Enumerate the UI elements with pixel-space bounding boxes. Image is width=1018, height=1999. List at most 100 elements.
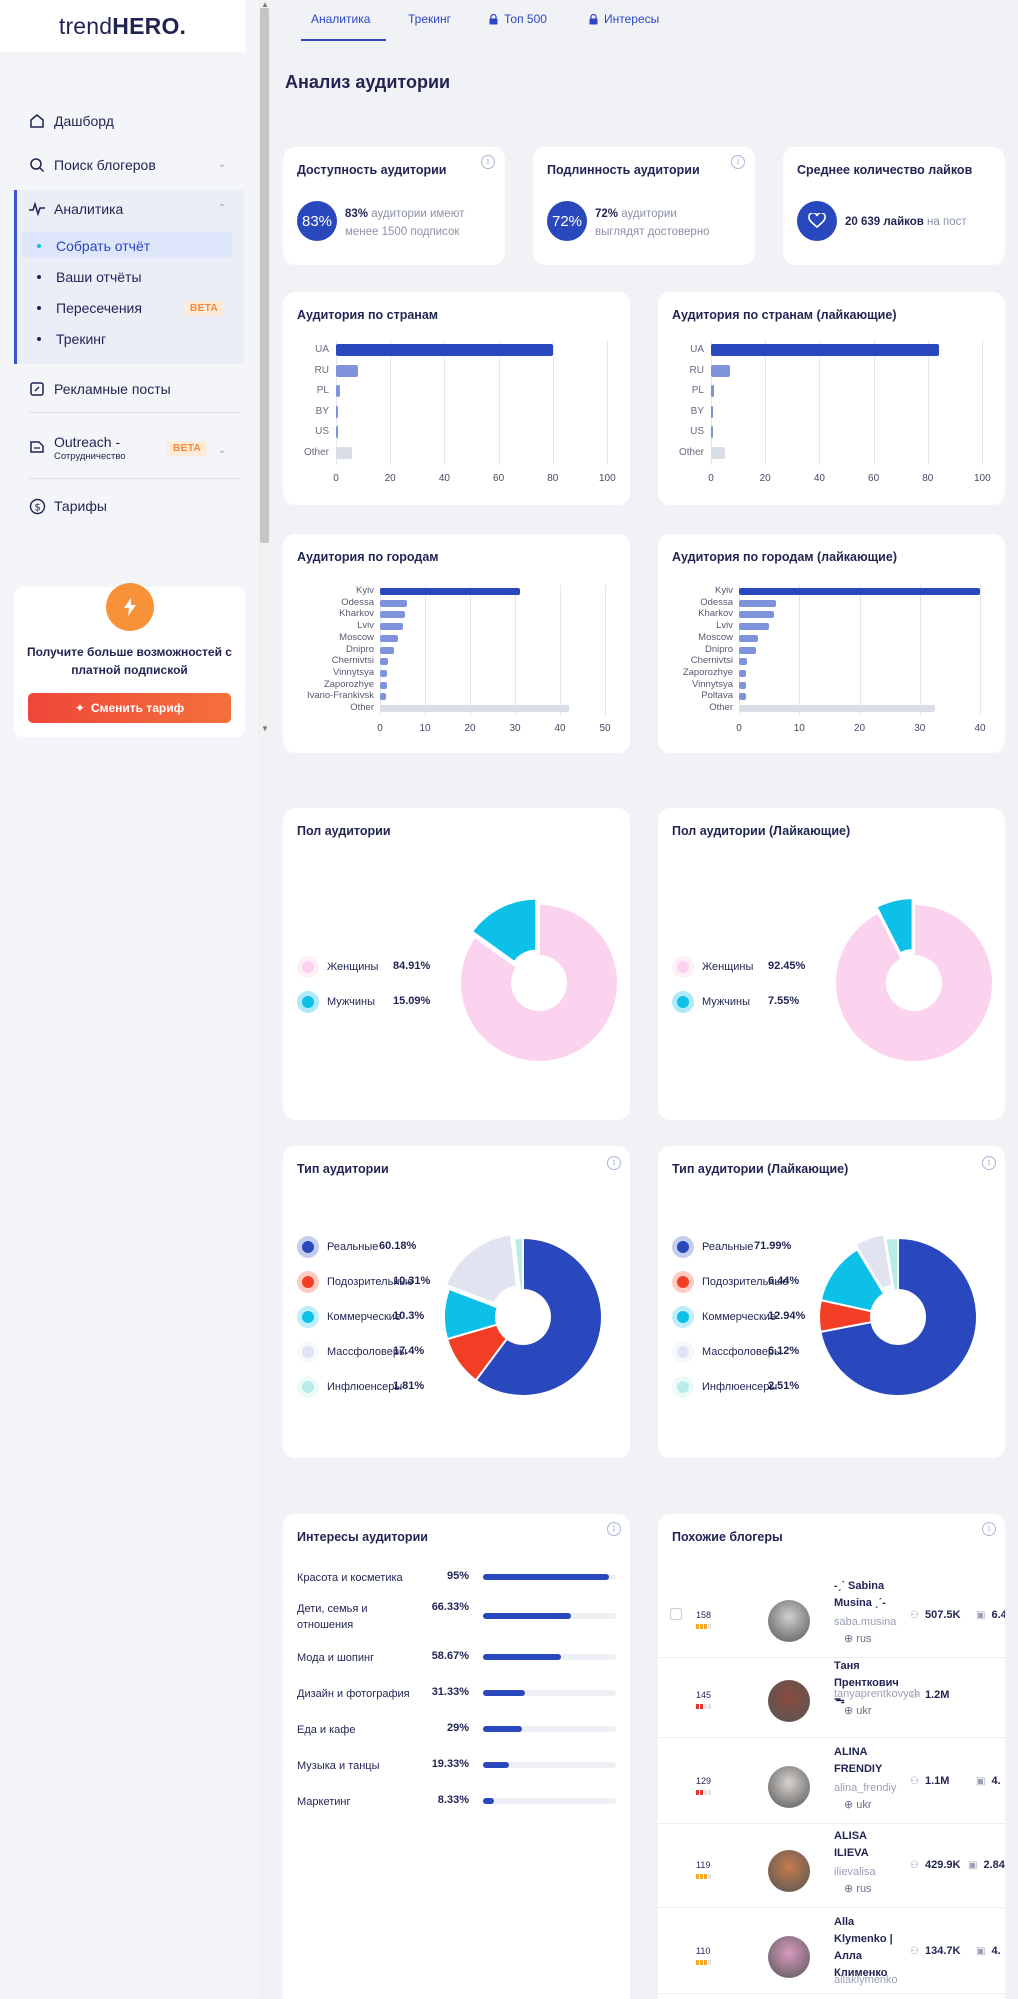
nav-tariffs[interactable]: Тарифы xyxy=(54,498,107,514)
bar[interactable] xyxy=(711,344,939,356)
blogger-avatar[interactable] xyxy=(768,1766,810,1808)
nav-outreach[interactable]: Outreach - xyxy=(54,434,121,450)
bar[interactable] xyxy=(711,446,725,459)
blogger-name[interactable]: -ˏˋ Sabina Musina ˎˊ- xyxy=(834,1580,886,1609)
bar[interactable] xyxy=(711,426,713,438)
bar[interactable] xyxy=(380,646,394,654)
sub-item-tracking[interactable]: Трекинг xyxy=(56,331,107,347)
blogger-avatar[interactable] xyxy=(768,1680,810,1722)
bar[interactable] xyxy=(739,611,774,619)
bar[interactable] xyxy=(380,611,405,619)
logo[interactable]: trendHERO. xyxy=(58,12,187,39)
chevron-up-icon[interactable]: ⌃ xyxy=(218,203,227,214)
grid-line xyxy=(819,340,821,465)
change-plan-button[interactable]: ✦ Сменить тариф xyxy=(28,693,231,723)
bar[interactable] xyxy=(336,364,358,377)
info-icon[interactable]: i xyxy=(731,155,745,169)
blogger-avatar[interactable] xyxy=(768,1936,810,1978)
donut-slice[interactable] xyxy=(474,1236,603,1397)
blogger-row[interactable] xyxy=(658,1572,1005,1658)
sub-item-your-reports[interactable]: Ваши отчёты xyxy=(56,269,142,285)
blogger-name[interactable]: Alla Klymenko | Алла Клименко xyxy=(834,1916,893,1979)
interest-label: Маркетинг xyxy=(297,1796,351,1808)
donut-slice[interactable] xyxy=(875,897,914,955)
donut-slice[interactable] xyxy=(834,902,994,1063)
bar[interactable] xyxy=(336,344,553,356)
info-icon[interactable]: i xyxy=(607,1522,621,1536)
bar[interactable] xyxy=(739,623,770,631)
card-title: Аудитория по странам (лайкающие) xyxy=(672,308,897,322)
bar[interactable] xyxy=(739,705,935,712)
blogger-avatar[interactable] xyxy=(768,1600,810,1642)
donut-slice[interactable] xyxy=(444,1233,518,1305)
scroll-up-arrow-icon[interactable]: ▲ xyxy=(261,0,269,9)
select-checkbox[interactable] xyxy=(670,1608,682,1620)
bar[interactable] xyxy=(380,705,569,712)
blogger-name[interactable]: Таня Прентковичᯓ xyxy=(834,1660,899,1706)
blogger-row[interactable] xyxy=(658,1908,1005,1994)
chevron-down-icon[interactable]: ⌄ xyxy=(218,445,227,456)
tab-tracking[interactable]: Трекинг xyxy=(408,12,451,26)
donut-slice[interactable] xyxy=(459,902,619,1063)
x-tick-label: 20 xyxy=(853,722,866,734)
stat-card-authenticity: Подлинность аудитории i 72% 72% аудитори… xyxy=(533,147,755,265)
sub-item-build-report[interactable]: Собрать отчёт xyxy=(56,238,151,254)
blogger-name[interactable]: ALINA FRENDIY xyxy=(834,1746,883,1775)
grid-line xyxy=(605,585,606,716)
bar[interactable] xyxy=(739,588,980,595)
bar[interactable] xyxy=(739,669,747,677)
bar[interactable] xyxy=(711,385,715,397)
legend-label: Подозрительные xyxy=(702,1276,789,1288)
bar[interactable] xyxy=(739,681,747,689)
bar[interactable] xyxy=(739,693,746,701)
chart-card-audience-type-likers: Тип аудитории (Лайкающие) i Реальные 71.9… xyxy=(658,1146,1005,1458)
bar[interactable] xyxy=(380,693,387,701)
bar[interactable] xyxy=(336,446,353,459)
scrollbar-thumb[interactable] xyxy=(260,8,269,543)
nav-dashboard[interactable]: Дашборд xyxy=(54,113,114,129)
sub-item-intersections[interactable]: Пересечения xyxy=(56,300,142,316)
info-icon[interactable]: i xyxy=(982,1522,996,1536)
bar[interactable] xyxy=(380,599,407,607)
chevron-down-icon[interactable]: ⌄ xyxy=(218,159,227,170)
bar[interactable] xyxy=(336,405,339,418)
bar[interactable] xyxy=(739,658,748,666)
bar[interactable] xyxy=(739,634,759,642)
donut-slice[interactable] xyxy=(884,1236,899,1292)
bar[interactable] xyxy=(739,599,777,607)
tab-interests[interactable]: Интересы xyxy=(589,12,659,26)
grid-line xyxy=(927,340,929,465)
blogger-avatar[interactable] xyxy=(768,1850,810,1892)
bar[interactable] xyxy=(711,364,730,377)
nav-analytics[interactable]: Аналитика xyxy=(54,201,124,217)
tab-analytics[interactable]: Аналитика xyxy=(311,12,371,26)
blogger-row[interactable] xyxy=(658,1822,1005,1908)
donut-slice[interactable] xyxy=(443,1287,500,1341)
blogger-name[interactable]: ALISA ILIEVA xyxy=(834,1830,869,1859)
blogger-row[interactable] xyxy=(658,1652,1005,1738)
followers-count: 507.5K xyxy=(924,1609,961,1621)
bar[interactable] xyxy=(711,405,713,418)
bar[interactable] xyxy=(380,681,387,689)
donut-slice[interactable] xyxy=(512,1236,524,1292)
legend-value: 92.45% xyxy=(768,960,806,972)
bar[interactable] xyxy=(739,646,756,654)
bar[interactable] xyxy=(380,623,403,631)
sidebar-scrollbar[interactable]: ▲ ▼ xyxy=(258,0,271,735)
bar[interactable] xyxy=(380,588,520,595)
info-icon[interactable]: i xyxy=(481,155,495,169)
info-icon[interactable]: i xyxy=(607,1156,621,1170)
bar[interactable] xyxy=(336,426,338,438)
donut-slice[interactable] xyxy=(819,1236,978,1397)
donut-slice[interactable] xyxy=(470,897,538,964)
nav-search-bloggers[interactable]: Поиск блогеров xyxy=(54,157,156,173)
blogger-row[interactable] xyxy=(658,1738,1005,1824)
bar[interactable] xyxy=(380,658,389,666)
tab-top500[interactable]: Топ 500 xyxy=(489,12,547,26)
bar[interactable] xyxy=(336,385,341,397)
info-icon[interactable]: i xyxy=(982,1156,996,1170)
scroll-down-arrow-icon[interactable]: ▼ xyxy=(261,724,269,733)
bar[interactable] xyxy=(380,634,398,642)
nav-ad-posts[interactable]: Рекламные посты xyxy=(54,381,171,397)
bar[interactable] xyxy=(380,669,388,677)
